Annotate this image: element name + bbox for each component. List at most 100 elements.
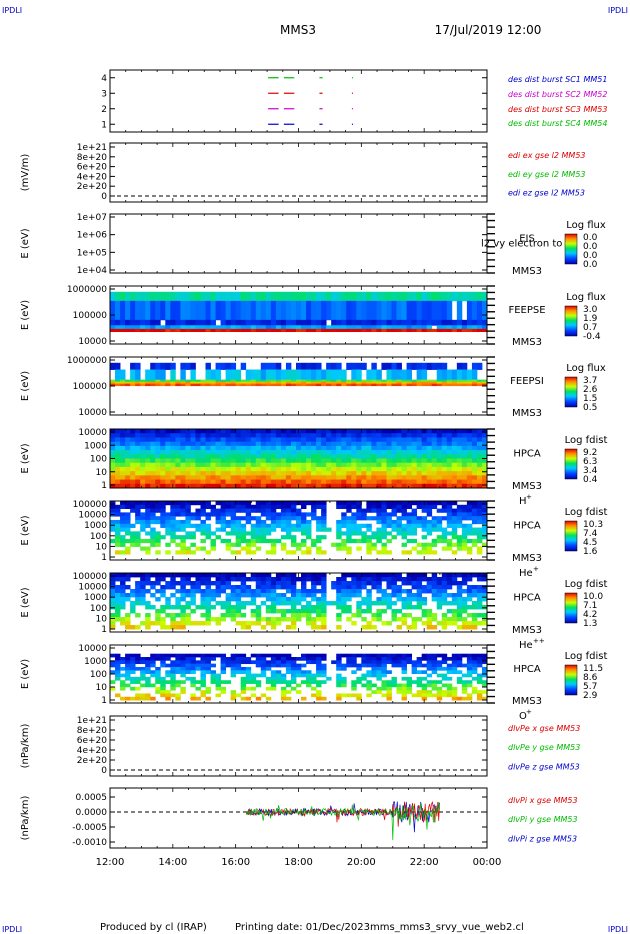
hpca_hepp-panel-spectrogram-cell (265, 585, 272, 590)
hpca_h-panel-spectrogram-cell (295, 471, 302, 476)
hpca_h-panel-spectrogram-cell (341, 483, 347, 489)
hpca_o-panel-spectrogram-cell (416, 657, 423, 661)
hpca_hepp-panel-spectrogram-cell (160, 605, 166, 610)
hpca_h-panel-spectrogram-cell (185, 454, 191, 459)
hpca_he-panel-spectrogram-cell (285, 519, 292, 525)
hpca_hepp-panel-spectrogram-cell (190, 589, 196, 594)
hpca_he-panel-spectrogram-cell (431, 523, 438, 528)
time-axis-tick-label: 16:00 (221, 857, 250, 868)
feepse-panel-spectrogram-cell (476, 328, 483, 333)
hpca_o-panel-spectrogram-cell (165, 693, 171, 698)
hpca_he-panel-spectrogram-cell (371, 516, 377, 521)
hpca_he-panel-spectrogram-cell (115, 523, 121, 528)
hpca_o-panel-spectrogram-cell (471, 670, 478, 674)
hpca_he-panel-spectrogram-cell (391, 504, 397, 509)
divpe-panel-legend-entry: dlvPe x gse MM53 (508, 724, 580, 733)
hpca_hepp-panel-spectrogram-cell (371, 585, 377, 590)
hpca_hepp-panel-spectrogram-cell (316, 597, 322, 602)
hpca_hepp-panel-spectrogram-cell (421, 613, 428, 618)
hpca_h-panel-spectrogram-cell (195, 429, 201, 434)
hpca_hepp-panel-spectrogram-cell (260, 581, 267, 586)
feepsi-panel-spectrogram-cell (426, 381, 433, 385)
edi-panel-ytick-label: 4e+20 (77, 172, 108, 182)
edi-panel-ytick-label: 6e+20 (77, 163, 108, 173)
hpca_he-panel-spectrogram-cell (170, 523, 176, 528)
feepse-panel-spectrogram-cell (185, 291, 191, 302)
hpca_he-panel-spectrogram-cell (165, 542, 171, 547)
hpca_hepp-panel-spectrogram-cell (401, 601, 407, 606)
hpca_o-panel-spectrogram-cell (260, 660, 267, 665)
hpca_h-panel-spectrogram-cell (265, 479, 272, 485)
hpca_h-panel-spectrogram-cell (341, 429, 347, 434)
hpca_he-panel-spectrogram-cell (275, 523, 282, 528)
hpca_h-panel-spectrogram-cell (120, 433, 126, 438)
feepsi-panel-spectrogram-cell (316, 383, 322, 387)
hpca_hepp-panel-spectrogram-cell (230, 573, 237, 578)
hpca_h-panel-spectrogram-cell (170, 479, 176, 485)
hpca_he-panel-spectrogram-cell (366, 546, 372, 551)
hpca_o-panel-spectrogram-cell (336, 693, 342, 698)
hpca_hepp-panel-spectrogram-cell (220, 617, 227, 622)
hpca_hepp-panel-spectrogram-cell (265, 593, 272, 598)
hpca_o-panel-spectrogram-cell (220, 666, 227, 671)
hpca_o-panel-spectrogram-cell (140, 666, 146, 671)
hpca_o-panel-spectrogram-cell (135, 680, 141, 684)
hpca_hepp-panel-spectrogram-cell (250, 597, 257, 602)
hpca_o-panel-spectrogram-cell (366, 670, 372, 674)
feepsi-panel-spectrogram-cell (441, 379, 448, 383)
hpca_hepp-panel-spectrogram-cell (391, 601, 397, 606)
hpca_o-panel-spectrogram-cell (411, 660, 418, 665)
hpca_he-panel-spectrogram-cell (230, 542, 237, 547)
footer-produced-by: Produced by cl (IRAP) (100, 922, 207, 933)
hpca_he-panel-spectrogram-cell (270, 519, 277, 525)
hpca_h-panel-spectrogram-cell (356, 437, 362, 443)
hpca_he-panel-spectrogram-cell (180, 512, 186, 517)
hpca_hepp-panel-spectrogram-cell (265, 617, 272, 622)
hpca_h-panel-spectrogram-cell (140, 483, 146, 489)
hpca_h-panel-spectrogram-cell (195, 437, 201, 443)
hpca_o-panel-spectrogram-cell (170, 683, 176, 688)
hpca_o-panel-spectrogram-cell (351, 693, 357, 698)
hpca_o-panel-spectrogram-cell (240, 676, 247, 681)
hpca_o-panel-spectrogram-cell (270, 663, 277, 668)
hpca_he-panel-spectrogram-cell (426, 546, 433, 551)
hpca_he-panel-spectrogram-cell (155, 519, 161, 525)
hpca_h-panel-spectrogram-cell (346, 445, 352, 451)
hpca_o-panel-spectrogram-cell (421, 693, 428, 698)
hpca_hepp-panel-spectrogram-cell (270, 585, 277, 590)
hpca_h-panel-spectrogram-cell (185, 466, 191, 472)
hpca_hepp-panel-spectrogram-cell (431, 573, 438, 578)
hpca_he-panel-spectrogram-cell (200, 531, 206, 536)
hpca_hepp-panel-spectrogram-cell (240, 585, 247, 590)
hpca_he-panel-spectrogram-cell (275, 538, 282, 544)
hpca_hepp-panel-spectrogram-cell (120, 577, 126, 582)
feepse-panel-spectrogram-cell (110, 319, 116, 326)
hpca_h-panel-spectrogram-cell (160, 479, 166, 485)
hpca_h-panel-spectrogram-cell (416, 458, 423, 464)
hpca_hepp-panel-spectrogram-cell (476, 597, 483, 602)
hpca_he-panel-spectrogram-cell (331, 542, 337, 547)
hpca_h-panel-spectrogram-cell (456, 454, 463, 459)
hpca_hepp-panel-spectrogram-cell (446, 585, 453, 590)
hpca_o-panel-spectrogram-cell (240, 660, 247, 665)
hpca_o-panel-spectrogram-cell (356, 676, 362, 681)
hpca_h-panel-spectrogram-cell (120, 471, 126, 476)
hpca_he-panel-spectrogram-cell (135, 531, 141, 536)
feepse-panel-spectrogram-cell (165, 291, 171, 302)
hpca_o-panel-spectrogram-cell (290, 670, 297, 674)
hpca_hepp-panel-spectrogram-cell (411, 585, 418, 590)
hpca_he-panel-spectrogram-cell (255, 535, 262, 540)
hpca_h-panel-spectrogram-cell (155, 445, 161, 451)
feepsi-panel-spectrogram-cell (361, 379, 367, 383)
hpca_hepp-panel-spectrogram-cell (311, 573, 317, 578)
feepse-panel-spectrogram-cell (341, 325, 347, 330)
hpca_hepp-panel-spectrogram-cell (170, 625, 176, 630)
hpca_h-panel-spectrogram-cell (376, 475, 382, 480)
feepsi-panel-spectrogram-cell (205, 369, 211, 381)
hpca_hepp-panel-spectrogram-cell (411, 617, 418, 622)
hpca_hepp-panel-spectrogram-cell (210, 597, 216, 602)
hpca_o-panel-spectrogram-cell (431, 670, 438, 674)
hpca_h-panel-spectrogram-cell (386, 458, 392, 464)
hpca_he-panel-spectrogram-cell (210, 512, 216, 517)
feepse-panel-spectrogram-cell (260, 300, 267, 321)
